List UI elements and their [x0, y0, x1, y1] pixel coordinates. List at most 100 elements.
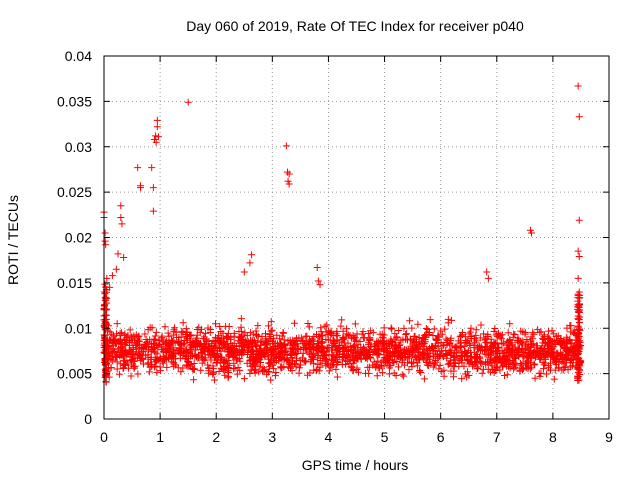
- y-tick-label: 0.035: [57, 93, 92, 109]
- data-point: [119, 344, 127, 352]
- data-point: [163, 363, 171, 371]
- data-point: [474, 365, 482, 373]
- data-point: [463, 349, 471, 357]
- data-point: [458, 359, 466, 367]
- data-point: [506, 320, 514, 328]
- data-point: [575, 333, 583, 341]
- data-point: [498, 355, 506, 363]
- data-point: [235, 328, 243, 336]
- data-point: [414, 362, 422, 370]
- data-point: [366, 363, 374, 371]
- data-point: [506, 349, 514, 357]
- data-point: [143, 343, 151, 351]
- data-point: [380, 324, 388, 332]
- data-point: [575, 216, 583, 224]
- data-point: [346, 354, 354, 362]
- data-point: [458, 329, 466, 337]
- data-point: [483, 268, 491, 276]
- data-point: [128, 335, 136, 343]
- data-point: [521, 329, 529, 337]
- data-point: [282, 142, 290, 150]
- data-point: [101, 229, 109, 237]
- data-point: [509, 357, 517, 365]
- data-point: [448, 342, 456, 350]
- data-point: [190, 376, 198, 384]
- data-point: [197, 366, 205, 374]
- data-point: [112, 353, 120, 361]
- data-point: [114, 250, 122, 258]
- data-point: [562, 354, 570, 362]
- data-point: [161, 323, 169, 331]
- data-point: [455, 362, 463, 370]
- data-point: [365, 339, 373, 347]
- data-point: [231, 364, 239, 372]
- data-point: [433, 350, 441, 358]
- data-point: [212, 320, 220, 328]
- data-point: [340, 350, 348, 358]
- data-point: [316, 281, 324, 289]
- data-point: [375, 350, 383, 358]
- data-point: [430, 325, 438, 333]
- data-point: [345, 359, 353, 367]
- data-point: [480, 330, 488, 338]
- data-point: [118, 339, 126, 347]
- data-point: [424, 361, 432, 369]
- data-point: [193, 341, 201, 349]
- data-point: [229, 349, 237, 357]
- data-point: [521, 359, 529, 367]
- data-point: [493, 344, 501, 352]
- data-point: [467, 354, 475, 362]
- data-point: [184, 98, 192, 106]
- data-point: [305, 323, 313, 331]
- data-point: [249, 362, 257, 370]
- data-point: [234, 364, 242, 372]
- data-point: [477, 321, 485, 329]
- data-point: [224, 330, 232, 338]
- data-point: [149, 207, 157, 215]
- data-point: [353, 330, 361, 338]
- data-point: [157, 367, 165, 375]
- data-point: [472, 358, 480, 366]
- data-point: [329, 356, 337, 364]
- axis-ticks: [103, 55, 610, 420]
- data-point: [271, 372, 279, 380]
- data-point: [136, 353, 144, 361]
- data-point: [144, 359, 152, 367]
- data-point: [273, 331, 281, 339]
- data-point: [119, 365, 127, 373]
- data-point: [574, 274, 582, 282]
- data-point: [575, 113, 583, 121]
- data-point: [425, 352, 433, 360]
- data-point: [204, 361, 212, 369]
- data-point: [487, 343, 495, 351]
- data-point: [259, 348, 267, 356]
- data-point: [150, 335, 158, 343]
- data-point: [426, 344, 434, 352]
- data-point: [429, 347, 437, 355]
- data-point: [325, 367, 333, 375]
- data-point: [174, 364, 182, 372]
- y-tick-label: 0.005: [57, 366, 92, 382]
- data-point: [525, 346, 533, 354]
- data-point: [438, 330, 446, 338]
- data-point: [494, 352, 502, 360]
- data-point: [135, 345, 143, 353]
- data-point: [155, 337, 163, 345]
- data-point: [328, 362, 336, 370]
- data-point: [351, 320, 359, 328]
- data-point: [274, 342, 282, 350]
- data-point: [175, 334, 183, 342]
- data-point: [102, 241, 110, 249]
- data-point: [288, 339, 296, 347]
- data-point: [237, 323, 245, 331]
- data-point: [496, 331, 504, 339]
- data-point: [189, 365, 197, 373]
- data-point: [537, 369, 545, 377]
- data-point: [240, 268, 248, 276]
- data-point: [351, 341, 359, 349]
- data-point: [222, 365, 230, 373]
- data-point: [241, 342, 249, 350]
- data-point: [270, 365, 278, 373]
- data-point: [540, 333, 548, 341]
- data-point: [398, 371, 406, 379]
